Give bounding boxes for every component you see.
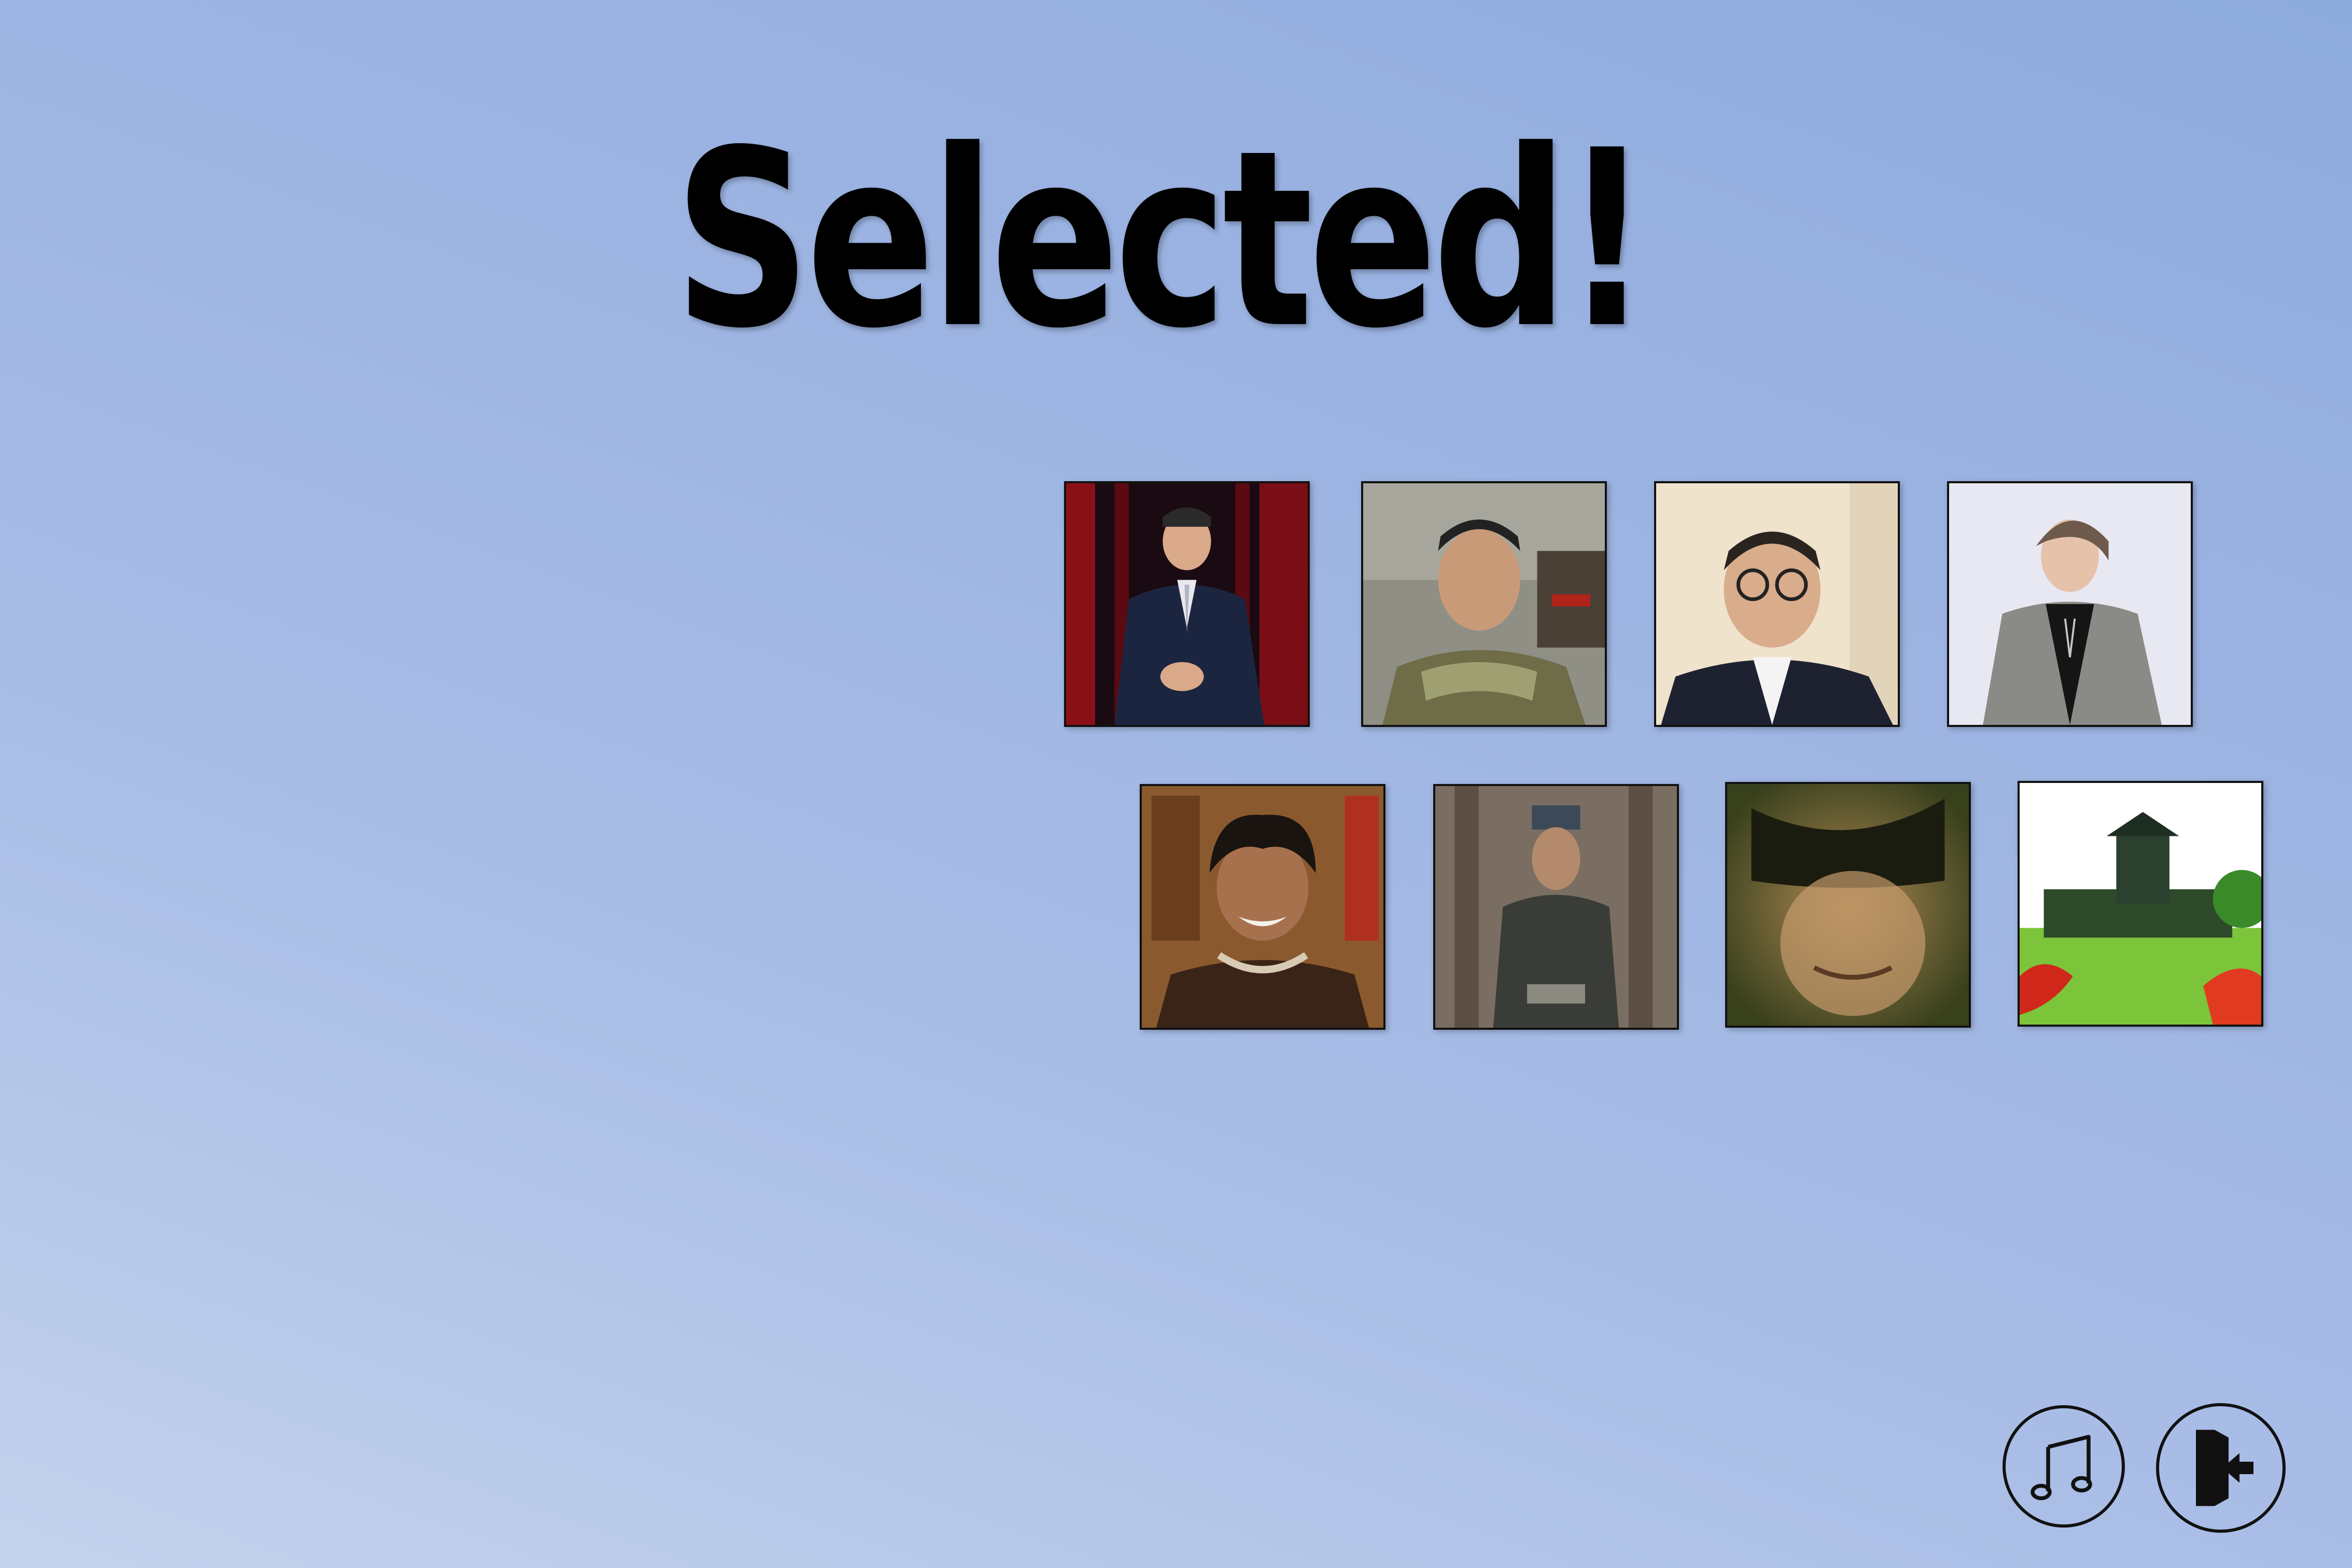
thumbnail-image [1949, 483, 2191, 725]
selected-thumbnail-5[interactable] [1140, 784, 1385, 1030]
selected-thumbnail-1[interactable] [1064, 481, 1310, 727]
page-title: Selected! [674, 98, 1650, 382]
thumbnail-image [1066, 483, 1308, 725]
music-button[interactable] [2003, 1405, 2125, 1528]
music-note-icon [2031, 1435, 2092, 1501]
selected-thumbnail-6[interactable] [1433, 784, 1679, 1030]
exit-icon [2196, 1430, 2253, 1506]
thumbnail-image [1363, 483, 1605, 725]
thumbnail-image [1435, 786, 1677, 1028]
selected-thumbnail-3[interactable] [1654, 481, 1900, 727]
thumbnail-image [1727, 784, 1969, 1026]
thumbnail-image [1142, 786, 1383, 1028]
selected-thumbnail-8[interactable] [2018, 781, 2263, 1027]
selected-thumbnail-4[interactable] [1947, 481, 2193, 727]
thumbnail-image [2020, 783, 2261, 1025]
thumbnail-image [1656, 483, 1898, 725]
exit-button[interactable] [2156, 1403, 2286, 1533]
selected-thumbnail-7[interactable] [1725, 782, 1971, 1028]
selected-thumbnail-2[interactable] [1361, 481, 1607, 727]
